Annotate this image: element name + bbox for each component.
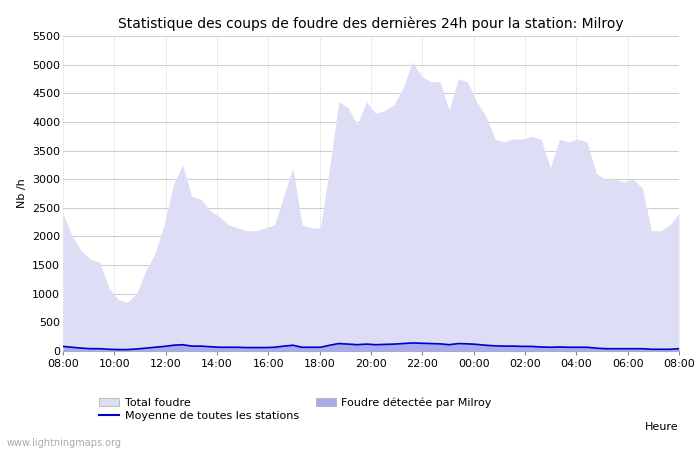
Legend: Total foudre, Moyenne de toutes les stations, Foudre détectée par Milroy: Total foudre, Moyenne de toutes les stat… — [99, 397, 491, 421]
Text: Heure: Heure — [645, 422, 679, 432]
Text: www.lightningmaps.org: www.lightningmaps.org — [7, 438, 122, 448]
Y-axis label: Nb /h: Nb /h — [17, 179, 27, 208]
Title: Statistique des coups de foudre des dernières 24h pour la station: Milroy: Statistique des coups de foudre des dern… — [118, 16, 624, 31]
